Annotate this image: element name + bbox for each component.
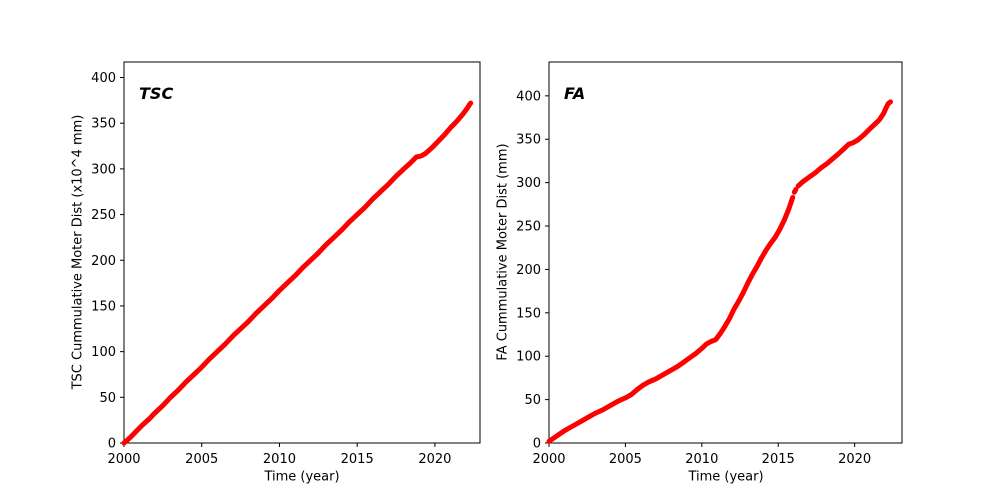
- y-tick-label: 250: [91, 208, 116, 223]
- tsc-panel-label: TSC: [139, 84, 174, 103]
- x-tick-label: 2005: [185, 452, 218, 467]
- y-tick-label: 200: [516, 263, 541, 278]
- x-tick-label: 2000: [107, 452, 140, 467]
- y-tick-label: 50: [524, 393, 541, 408]
- fa-data-curve: [791, 187, 799, 195]
- x-tick-label: 2010: [685, 452, 718, 467]
- y-tick-label: 350: [516, 133, 541, 148]
- fa-axes-frame: [548, 61, 903, 444]
- y-tick-label: 0: [533, 437, 541, 452]
- x-tick-label: 2010: [263, 452, 296, 467]
- y-tick-label: 150: [91, 299, 116, 314]
- tsc-y-axis-label: TSC Cummulative Moter Dist (x10^4 mm): [70, 114, 86, 390]
- y-tick-label: 150: [516, 306, 541, 321]
- x-tick-label: 2020: [838, 452, 871, 467]
- y-tick-label: 0: [108, 437, 116, 452]
- y-tick-label: 200: [91, 254, 116, 269]
- x-tick-label: 2015: [341, 452, 374, 467]
- y-tick-label: 300: [91, 162, 116, 177]
- x-tick-label: 2015: [762, 452, 795, 467]
- x-tick-label: 2000: [532, 452, 565, 467]
- y-tick-label: 350: [91, 117, 116, 132]
- y-tick-label: 300: [516, 176, 541, 191]
- fa-panel-label: FA: [564, 84, 586, 103]
- fa-y-axis-label: FA Cummulative Moter Dist (mm): [495, 143, 511, 361]
- fa-axes: 2000 2005 2010 2015 2020 0 50 100 150 200 250 300 35…: [516, 61, 903, 467]
- y-tick-label: 100: [91, 345, 116, 360]
- fa-data-curve: [795, 99, 893, 189]
- y-tick-label: 250: [516, 220, 541, 235]
- y-tick-label: 50: [99, 391, 116, 406]
- fa-x-axis-label: Time (year): [688, 469, 764, 485]
- tsc-x-axis-label: Time (year): [264, 469, 340, 485]
- y-tick-label: 400: [516, 89, 541, 104]
- x-tick-label: 2020: [418, 452, 451, 467]
- tsc-axes: 2000 2005 2010 2015 2020 0 50 100 150 200 250 300 35…: [91, 61, 481, 467]
- y-tick-label: 400: [91, 71, 116, 86]
- tsc-axes-frame: [123, 61, 481, 444]
- x-tick-label: 2005: [609, 452, 642, 467]
- tsc-data-curve: [121, 100, 474, 446]
- fa-data-curve: [546, 194, 796, 444]
- y-tick-label: 100: [516, 350, 541, 365]
